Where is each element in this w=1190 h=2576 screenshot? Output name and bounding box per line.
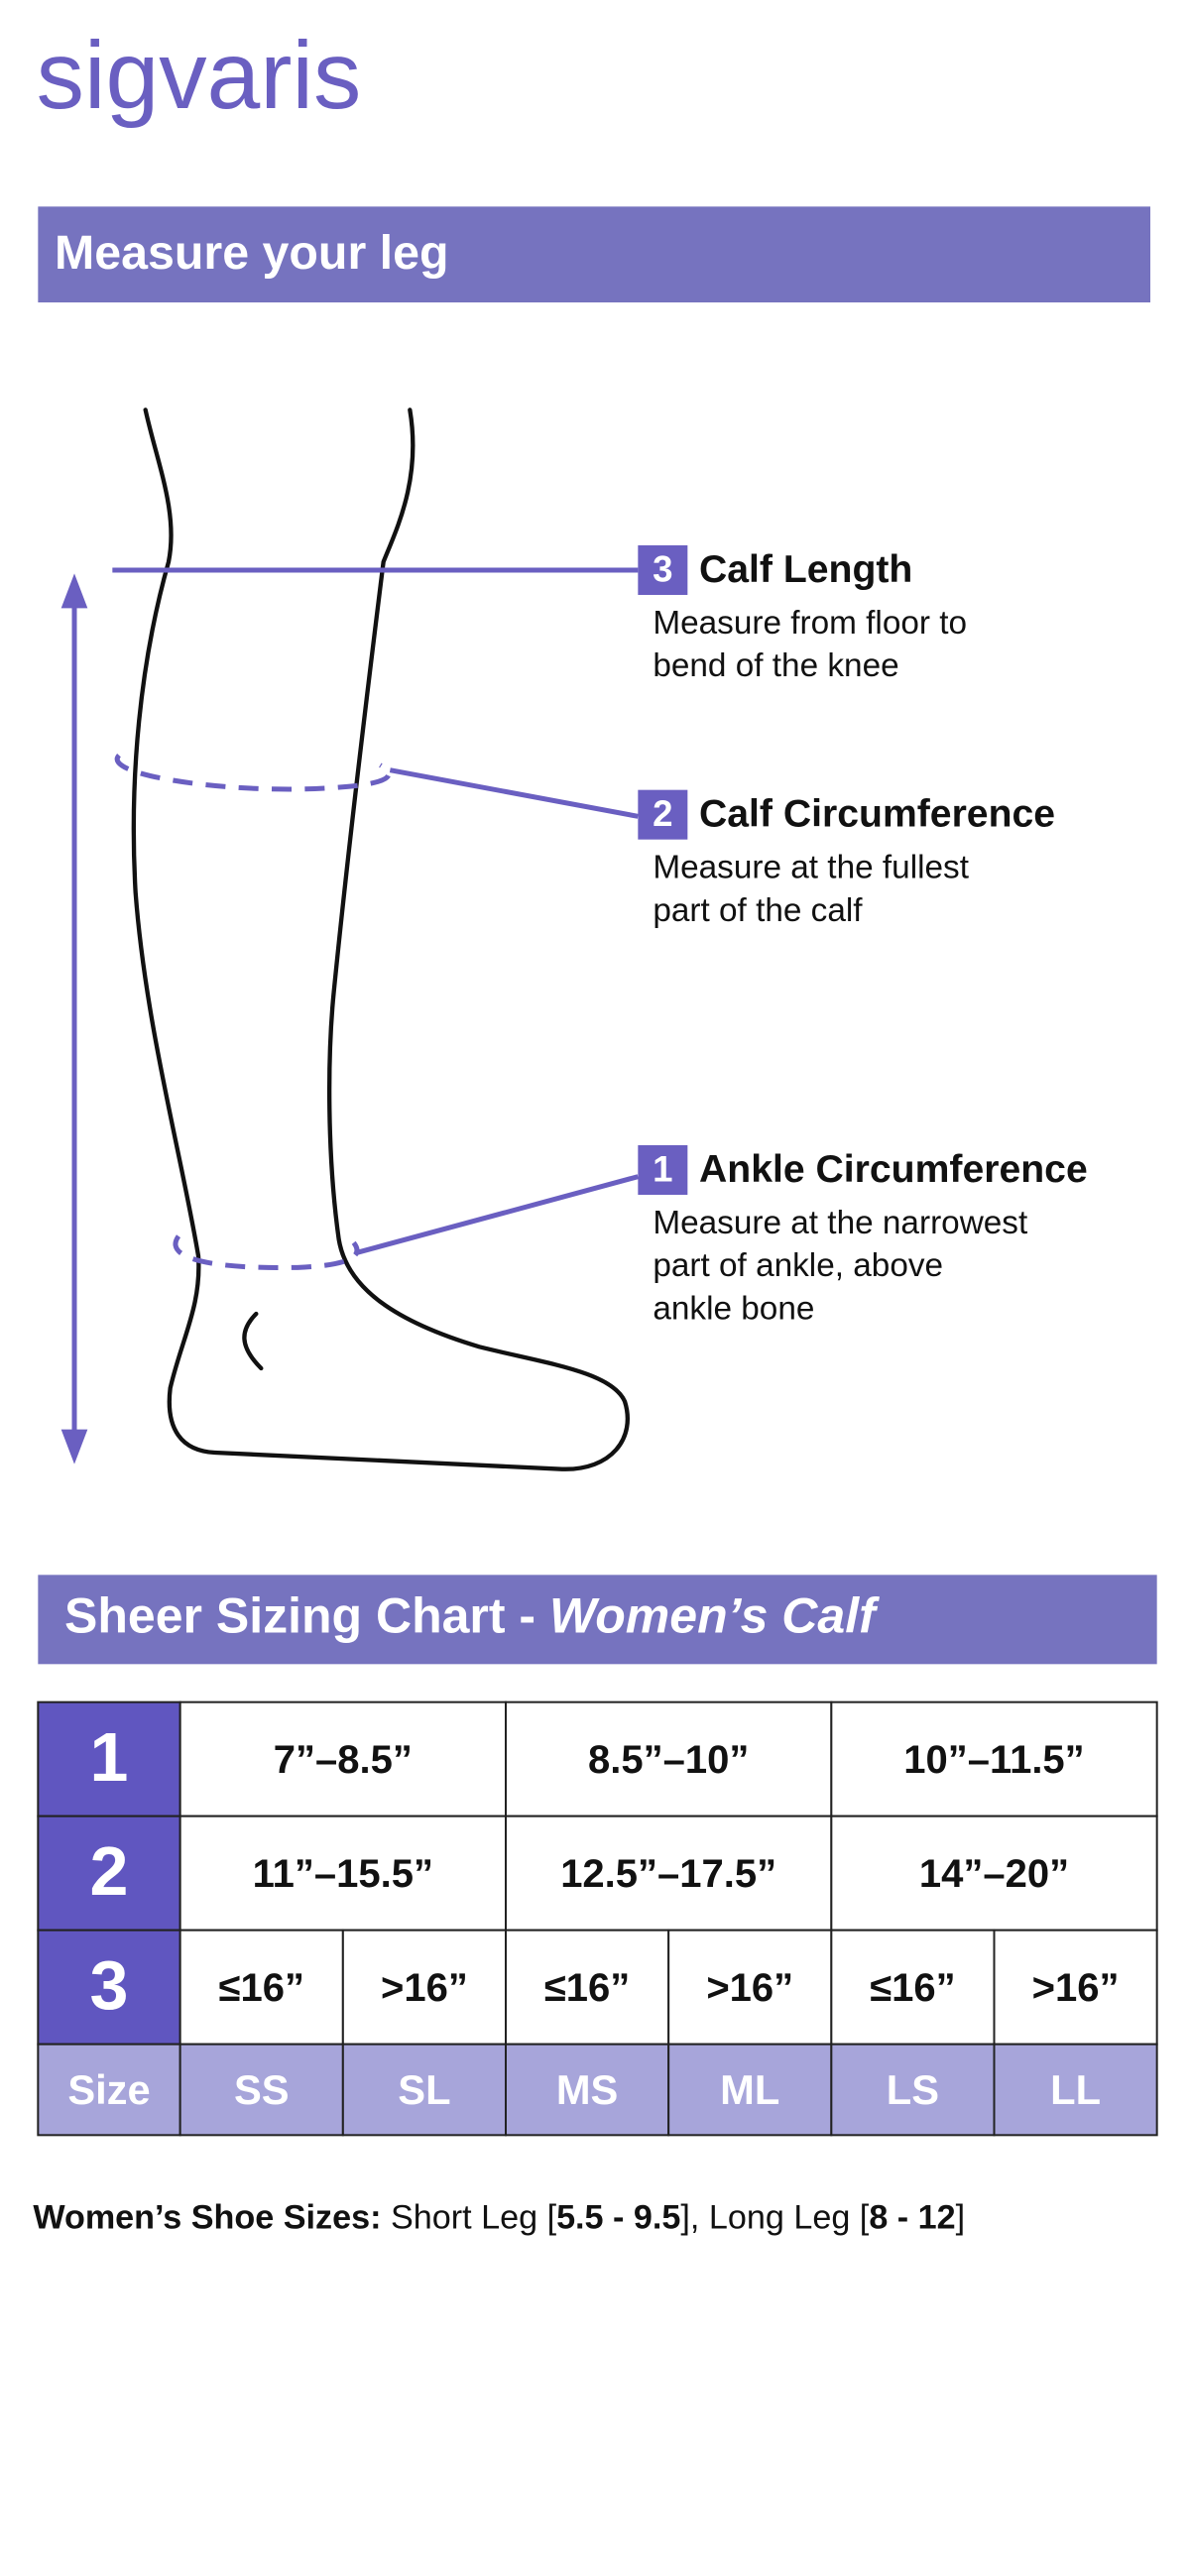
table-cell	[830, 1815, 1158, 1932]
size-code: SL	[398, 2066, 450, 2113]
size-code: MS	[556, 2066, 618, 2113]
item-title: Calf Circumference	[699, 793, 1055, 836]
measurement-range: 7”–8.5”	[274, 1738, 413, 1782]
footnote-part: ], Long Leg [	[680, 2198, 869, 2236]
table-cell	[830, 1700, 1158, 1817]
measurement-range: 14”–20”	[919, 1852, 1069, 1896]
item-description: Measure from floor to	[653, 605, 967, 642]
size-code: ML	[720, 2066, 779, 2113]
row-label-cell	[37, 1929, 181, 2046]
item-description: ankle bone	[653, 1290, 814, 1327]
table-cell	[505, 1700, 833, 1817]
item-description: Measure at the fullest	[653, 849, 969, 885]
row-label: Size	[67, 2066, 150, 2113]
number-badge	[638, 545, 688, 595]
header-title: Measure your leg	[55, 226, 449, 280]
item-number: 2	[653, 793, 672, 834]
header-bar	[38, 206, 1150, 302]
item-number: 3	[653, 548, 672, 589]
table-cell	[993, 1929, 1158, 2046]
leg-drawing	[131, 408, 630, 1471]
row-label-cell	[37, 1815, 181, 1932]
number-badge	[638, 789, 688, 840]
item-description: part of the calf	[653, 892, 863, 929]
size-table: 1 7”–8.5” 8.5”–10” 10”–11.5” 2 11”–15.5” 12.5”…	[37, 1700, 1158, 2137]
table-cell	[830, 2043, 996, 2137]
measurement-range: >16”	[381, 1966, 468, 2010]
table-cell	[830, 1929, 996, 2046]
number-badge	[638, 1145, 688, 1195]
size-code: LS	[887, 2066, 939, 2113]
footnote-part: 8 - 12	[869, 2198, 955, 2236]
chart-title-bar	[38, 1575, 1157, 1665]
row-label: 1	[90, 1718, 129, 1796]
row-label-cell	[37, 1700, 181, 1817]
footnote: Women’s Shoe Sizes: Short Leg [5.5 - 9.5…	[33, 2198, 965, 2236]
row-label: 3	[90, 1946, 129, 2024]
footnote-part: Short Leg [	[381, 2198, 556, 2236]
table-cell	[505, 1815, 833, 1932]
measurement-range: ≤16”	[870, 1966, 955, 2010]
measurement-range: 11”–15.5”	[253, 1852, 433, 1896]
size-code: LL	[1050, 2066, 1101, 2113]
table-cell	[341, 2043, 508, 2137]
table-cell	[178, 1929, 344, 2046]
measurement-range: ≤16”	[544, 1966, 630, 2010]
table-cell	[993, 2043, 1158, 2137]
table-cell	[178, 1700, 508, 1817]
measurement-range: 8.5”–10”	[588, 1738, 749, 1782]
chart-title: Sheer Sizing Chart - Women’s Calf	[64, 1588, 880, 1644]
item-title: Calf Length	[699, 548, 912, 591]
measurement-range: >16”	[1032, 1966, 1120, 2010]
item-description: Measure at the narrowest	[653, 1205, 1028, 1241]
measurement-labels: 3 Calf Length Measure from floor to bend of…	[638, 545, 1088, 1327]
logo: sigvaris	[37, 22, 362, 129]
measurement-range: ≤16”	[219, 1966, 304, 2010]
measurement-range: 10”–11.5”	[903, 1738, 1084, 1782]
row-label: 2	[90, 1832, 129, 1910]
footnote-part: Women’s Shoe Sizes:	[33, 2198, 381, 2236]
item-title: Ankle Circumference	[699, 1148, 1088, 1191]
item-description: part of ankle, above	[653, 1247, 943, 1284]
measurement-range: 12.5”–17.5”	[560, 1852, 776, 1896]
table-cell	[667, 2043, 833, 2137]
item-number: 1	[653, 1148, 672, 1189]
chart-title-italic: Women’s Calf	[549, 1588, 880, 1644]
footnote-part: ]	[956, 2198, 966, 2236]
size-code: SS	[234, 2066, 290, 2113]
item-description: bend of the knee	[653, 647, 898, 684]
footnote-part: 5.5 - 9.5	[556, 2198, 680, 2236]
chart-title-main: Sheer Sizing Chart -	[64, 1588, 549, 1644]
table-cell	[341, 1929, 508, 2046]
measurement-range: >16”	[706, 1966, 793, 2010]
measure-lines	[71, 567, 639, 1442]
